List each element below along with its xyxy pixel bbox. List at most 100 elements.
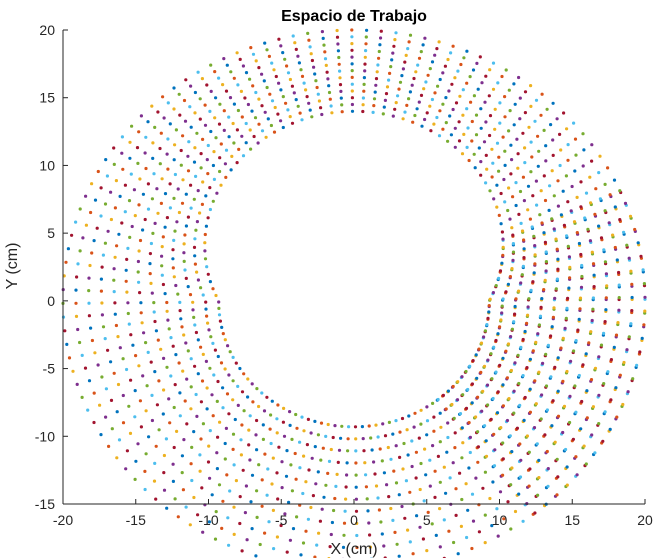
scatter-point <box>413 411 417 415</box>
y-axis-label: Y (cm) <box>4 243 21 290</box>
scatter-point <box>206 321 210 325</box>
scatter-point <box>577 317 581 321</box>
scatter-point <box>98 403 102 407</box>
scatter-point <box>294 98 298 102</box>
scatter-point <box>602 382 606 386</box>
scatter-point <box>271 508 275 512</box>
scatter-point <box>519 281 523 285</box>
scatter-point <box>130 224 134 229</box>
scatter-point <box>362 89 366 93</box>
scatter-point <box>209 129 213 134</box>
scatter-point <box>302 81 306 85</box>
scatter-point <box>501 237 505 241</box>
scatter-point <box>166 167 170 171</box>
scatter-point <box>350 28 354 32</box>
scatter-point <box>622 230 626 234</box>
scatter-point <box>566 143 570 147</box>
scatter-point <box>335 28 339 33</box>
scatter-point <box>152 172 156 176</box>
scatter-point <box>501 135 505 139</box>
scatter-point <box>474 353 478 357</box>
scatter-point <box>316 92 320 96</box>
scatter-point <box>617 270 621 275</box>
scatter-point <box>373 90 377 94</box>
scatter-point <box>575 231 579 235</box>
scatter-point <box>173 229 177 233</box>
scatter-point <box>520 229 525 233</box>
scatter-point <box>162 116 166 120</box>
scatter-point <box>143 487 147 492</box>
scatter-point <box>139 114 143 118</box>
scatter-point <box>479 107 483 111</box>
scatter-point <box>192 315 196 319</box>
scatter-point <box>611 233 615 237</box>
scatter-point <box>265 48 269 52</box>
scatter-point <box>491 61 496 65</box>
scatter-point <box>425 405 429 409</box>
scatter-point <box>216 435 220 439</box>
scatter-point <box>310 115 314 119</box>
scatter-point <box>308 45 312 49</box>
scatter-point <box>376 435 380 439</box>
scatter-point <box>186 154 190 158</box>
scatter-point <box>441 127 445 131</box>
scatter-point <box>535 203 539 207</box>
scatter-point <box>327 84 331 88</box>
scatter-point <box>380 532 384 536</box>
scatter-point <box>441 102 445 106</box>
scatter-point <box>488 133 492 138</box>
scatter-point <box>81 236 85 240</box>
scatter-point <box>374 83 378 87</box>
scatter-point <box>470 492 475 496</box>
scatter-point <box>237 147 241 151</box>
scatter-point <box>193 254 197 258</box>
scatter-point <box>168 182 172 186</box>
scatter-point <box>198 469 202 473</box>
scatter-point <box>374 77 379 81</box>
scatter-point <box>190 445 194 449</box>
scatter-point <box>523 329 527 334</box>
scatter-point <box>574 153 578 157</box>
scatter-point <box>196 278 200 282</box>
scatter-point <box>148 272 152 276</box>
scatter-point <box>131 343 135 347</box>
scatter-point <box>116 382 121 387</box>
scatter-point <box>350 35 354 39</box>
scatter-point <box>142 331 146 335</box>
scatter-point <box>581 164 585 168</box>
scatter-point <box>407 40 411 44</box>
scatter-point <box>527 450 531 454</box>
scatter-point <box>236 108 240 113</box>
scatter-point <box>429 129 433 133</box>
scatter-point <box>275 417 279 421</box>
scatter-point <box>355 545 359 550</box>
scatter-point <box>360 425 364 429</box>
scatter-point <box>438 440 442 444</box>
scatter-point <box>234 361 238 365</box>
scatter-point <box>394 481 399 485</box>
scatter-point <box>306 417 310 421</box>
scatter-point <box>154 444 158 448</box>
scatter-point <box>263 531 267 535</box>
scatter-point <box>521 175 526 179</box>
scatter-point <box>474 113 479 117</box>
scatter-point <box>378 447 382 451</box>
scatter-point <box>231 121 235 126</box>
scatter-point <box>189 125 193 129</box>
scatter-point <box>279 523 283 528</box>
scatter-point <box>530 155 534 159</box>
scatter-point <box>635 363 639 367</box>
scatter-point <box>436 454 440 458</box>
scatter-point <box>584 191 589 195</box>
scatter-point <box>175 429 179 433</box>
scatter-point <box>90 251 94 255</box>
scatter-point <box>178 300 182 304</box>
scatter-point <box>186 215 190 219</box>
scatter-point <box>479 341 484 345</box>
scatter-point <box>545 107 549 111</box>
scatter-point <box>406 453 410 457</box>
scatter-point <box>243 510 247 515</box>
scatter-point <box>282 434 287 438</box>
scatter-point <box>435 115 439 120</box>
scatter-point <box>238 57 242 62</box>
